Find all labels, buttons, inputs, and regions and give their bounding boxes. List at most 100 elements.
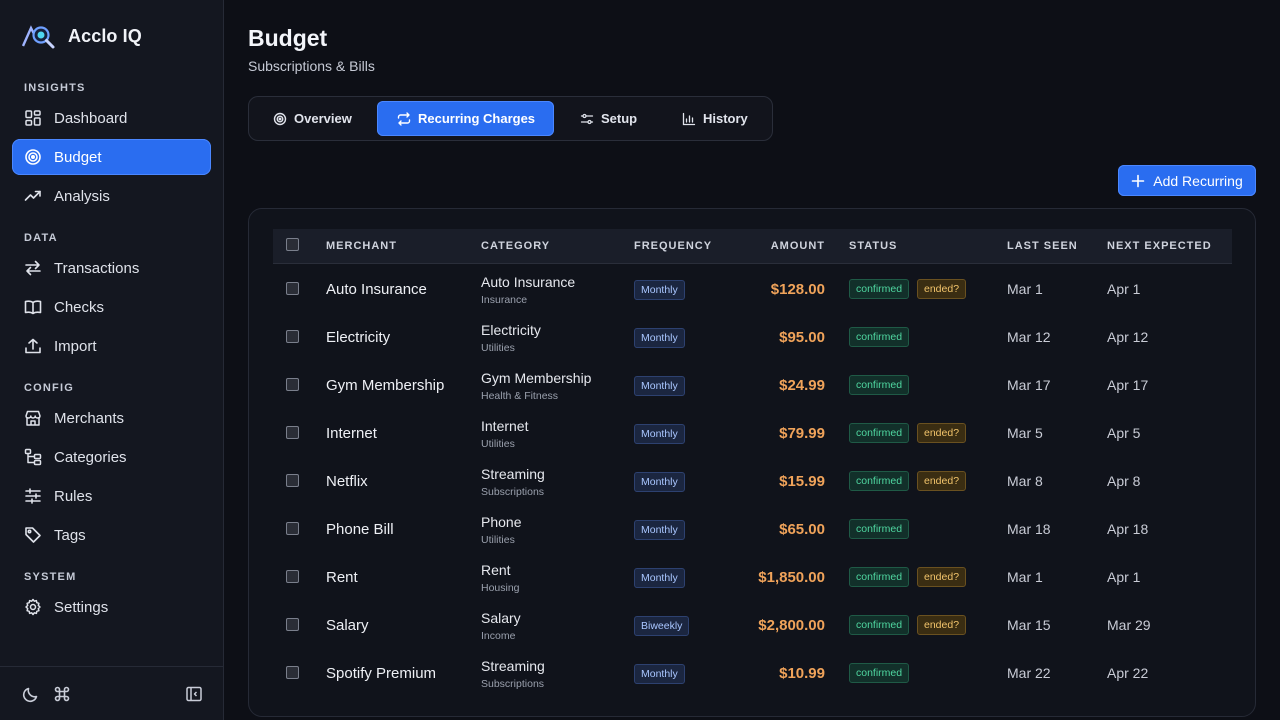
category-group: Utilities xyxy=(481,342,515,354)
row-checkbox[interactable] xyxy=(286,570,299,583)
merchant-name[interactable]: Gym Membership xyxy=(326,377,445,394)
row-checkbox[interactable] xyxy=(286,666,299,679)
category-name: Salary xyxy=(481,610,521,626)
sidebar-item-transactions[interactable]: Transactions xyxy=(12,250,211,286)
row-checkbox[interactable] xyxy=(286,378,299,391)
table-row[interactable]: Spotify Premium Streaming Subscriptions Mon… xyxy=(273,649,1232,697)
table-row[interactable]: Rent Rent Housing Monthly $1,850.00 confirmed… xyxy=(273,553,1232,601)
trend-up-icon xyxy=(24,190,41,201)
next-expected-date: Apr 12 xyxy=(1107,329,1149,345)
command-palette-button[interactable] xyxy=(53,685,71,703)
sidebar-item-label: Checks xyxy=(54,298,105,316)
command-icon xyxy=(54,686,70,702)
table-row[interactable]: Netflix Streaming Subscriptions Monthly $15.… xyxy=(273,457,1232,505)
section-label-insights: INSIGHTS xyxy=(24,82,86,94)
upload-icon xyxy=(25,338,41,354)
target-icon xyxy=(25,149,41,165)
merchant-name[interactable]: Salary xyxy=(326,617,369,634)
tab-history[interactable]: History xyxy=(670,101,760,136)
tab-setup[interactable]: Setup xyxy=(568,101,649,136)
select-all-checkbox[interactable] xyxy=(286,238,299,251)
amount-value: $15.99 xyxy=(779,473,825,490)
column-header-frequency[interactable]: FREQUENCY xyxy=(634,240,713,252)
ended-flag-badge[interactable]: ended? xyxy=(917,471,967,491)
row-checkbox[interactable] xyxy=(286,330,299,343)
merchant-name[interactable]: Rent xyxy=(326,569,358,586)
section-label-system: SYSTEM xyxy=(24,571,77,583)
table-row[interactable]: Phone Bill Phone Utilities Monthly $65.00 con… xyxy=(273,505,1232,553)
app-name: Acclo IQ xyxy=(68,25,142,46)
amount-value: $79.99 xyxy=(779,425,825,442)
bar-chart-icon xyxy=(682,112,696,125)
merchant-name[interactable]: Electricity xyxy=(326,329,391,346)
sidebar-item-checks[interactable]: Checks xyxy=(12,289,211,325)
category-name: Rent xyxy=(481,562,511,578)
column-header-category[interactable]: CATEGORY xyxy=(481,240,551,252)
add-recurring-button[interactable]: Add Recurring xyxy=(1118,165,1256,196)
last-seen-date: Mar 22 xyxy=(1007,665,1051,681)
sidebar-item-import[interactable]: Import xyxy=(12,328,211,364)
sidebar-item-label: Tags xyxy=(54,526,86,544)
frequency-badge: Monthly xyxy=(634,424,685,444)
sidebar-item-categories[interactable]: Categories xyxy=(12,439,211,475)
sidebar-item-analysis[interactable]: Analysis xyxy=(12,178,211,214)
status-badge: confirmed xyxy=(849,471,910,491)
column-header-last-seen[interactable]: LAST SEEN xyxy=(1007,240,1078,252)
next-expected-date: Apr 17 xyxy=(1107,377,1149,393)
tab-label: History xyxy=(703,111,748,126)
frequency-badge: Monthly xyxy=(634,376,685,396)
table-row[interactable]: Salary Salary Income Biweekly $2,800.00 confi… xyxy=(273,601,1232,649)
ended-flag-badge[interactable]: ended? xyxy=(917,279,967,299)
brand[interactable]: Acclo IQ xyxy=(22,22,142,50)
status-badge: confirmed xyxy=(849,375,910,395)
column-header-next-expected[interactable]: NEXT EXPECTED xyxy=(1107,240,1212,252)
sidebar-item-dashboard[interactable]: Dashboard xyxy=(12,100,211,136)
sidebar-item-settings[interactable]: Settings xyxy=(12,589,211,625)
status-badge: confirmed xyxy=(849,423,910,443)
ended-flag-badge[interactable]: ended? xyxy=(917,567,967,587)
merchant-name[interactable]: Netflix xyxy=(326,473,368,490)
merchant-name[interactable]: Phone Bill xyxy=(326,521,394,538)
sidebar-item-rules[interactable]: Rules xyxy=(12,478,211,514)
merchant-name[interactable]: Internet xyxy=(326,425,377,442)
merchant-name[interactable]: Auto Insurance xyxy=(326,281,427,298)
column-header-status[interactable]: STATUS xyxy=(849,240,898,252)
row-checkbox[interactable] xyxy=(286,282,299,295)
table-row[interactable]: Internet Internet Utilities Monthly $79.99 co… xyxy=(273,409,1232,457)
next-expected-date: Apr 18 xyxy=(1107,521,1149,537)
row-checkbox[interactable] xyxy=(286,426,299,439)
category-group: Subscriptions xyxy=(481,678,545,690)
ended-flag-badge[interactable]: ended? xyxy=(917,423,967,443)
column-header-merchant[interactable]: MERCHANT xyxy=(326,240,397,252)
sidebar-item-merchants[interactable]: Merchants xyxy=(12,400,211,436)
table-row[interactable]: Electricity Electricity Utilities Monthly $9… xyxy=(273,313,1232,361)
status-badge: confirmed xyxy=(849,279,910,299)
plus-icon xyxy=(1131,174,1145,187)
status-badge: confirmed xyxy=(849,663,910,683)
category-name: Auto Insurance xyxy=(481,274,576,290)
add-recurring-label: Add Recurring xyxy=(1153,172,1243,189)
row-checkbox[interactable] xyxy=(286,474,299,487)
last-seen-date: Mar 12 xyxy=(1007,329,1051,345)
tab-recurring-charges[interactable]: Recurring Charges xyxy=(377,101,554,136)
frequency-badge: Monthly xyxy=(634,520,685,540)
table-row[interactable]: Auto Insurance Auto Insurance Insurance Mon… xyxy=(273,265,1232,313)
frequency-badge: Monthly xyxy=(634,280,685,300)
category-name: Gym Membership xyxy=(481,370,592,386)
row-checkbox[interactable] xyxy=(286,618,299,631)
category-name: Streaming xyxy=(481,658,545,674)
merchant-name[interactable]: Spotify Premium xyxy=(326,665,437,682)
ended-flag-badge[interactable]: ended? xyxy=(917,615,967,635)
theme-toggle-button[interactable] xyxy=(22,685,40,703)
tag-icon xyxy=(25,527,41,543)
tab-overview[interactable]: Overview xyxy=(261,101,364,136)
collapse-sidebar-button[interactable] xyxy=(185,685,203,703)
repeat-icon xyxy=(397,111,411,126)
sidebar-item-tags[interactable]: Tags xyxy=(12,517,211,553)
next-expected-date: Apr 1 xyxy=(1107,281,1141,297)
sidebar-item-label: Analysis xyxy=(54,187,110,205)
column-header-amount[interactable]: AMOUNT xyxy=(770,240,825,252)
row-checkbox[interactable] xyxy=(286,522,299,535)
sidebar-item-budget[interactable]: Budget xyxy=(12,139,211,175)
table-row[interactable]: Gym Membership Gym Membership Health & Fit… xyxy=(273,361,1232,409)
